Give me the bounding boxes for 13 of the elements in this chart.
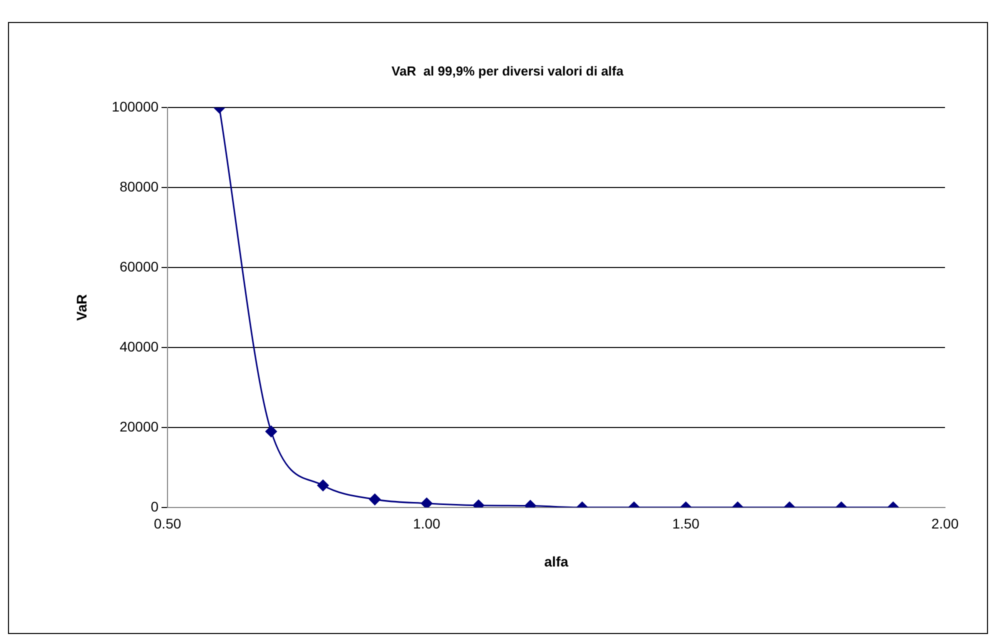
x-tick-label: 2.00 <box>931 516 959 532</box>
y-tick-label: 0 <box>150 498 159 514</box>
y-tick-label: 20000 <box>120 418 159 434</box>
y-tick-label: 100000 <box>112 98 159 114</box>
x-tick-label: 1.00 <box>413 516 441 532</box>
y-axis-title: VaR <box>73 294 90 321</box>
x-tick-label: 1.50 <box>672 516 700 532</box>
y-tick-label: 60000 <box>120 258 159 274</box>
x-tick-label: 0.50 <box>154 516 182 532</box>
chart-title: VaR al 99,9% per diversi valori di alfa <box>392 63 624 78</box>
x-axis-title: alfa <box>544 553 569 570</box>
y-tick-label: 40000 <box>120 338 159 354</box>
y-tick-label: 80000 <box>120 178 159 194</box>
